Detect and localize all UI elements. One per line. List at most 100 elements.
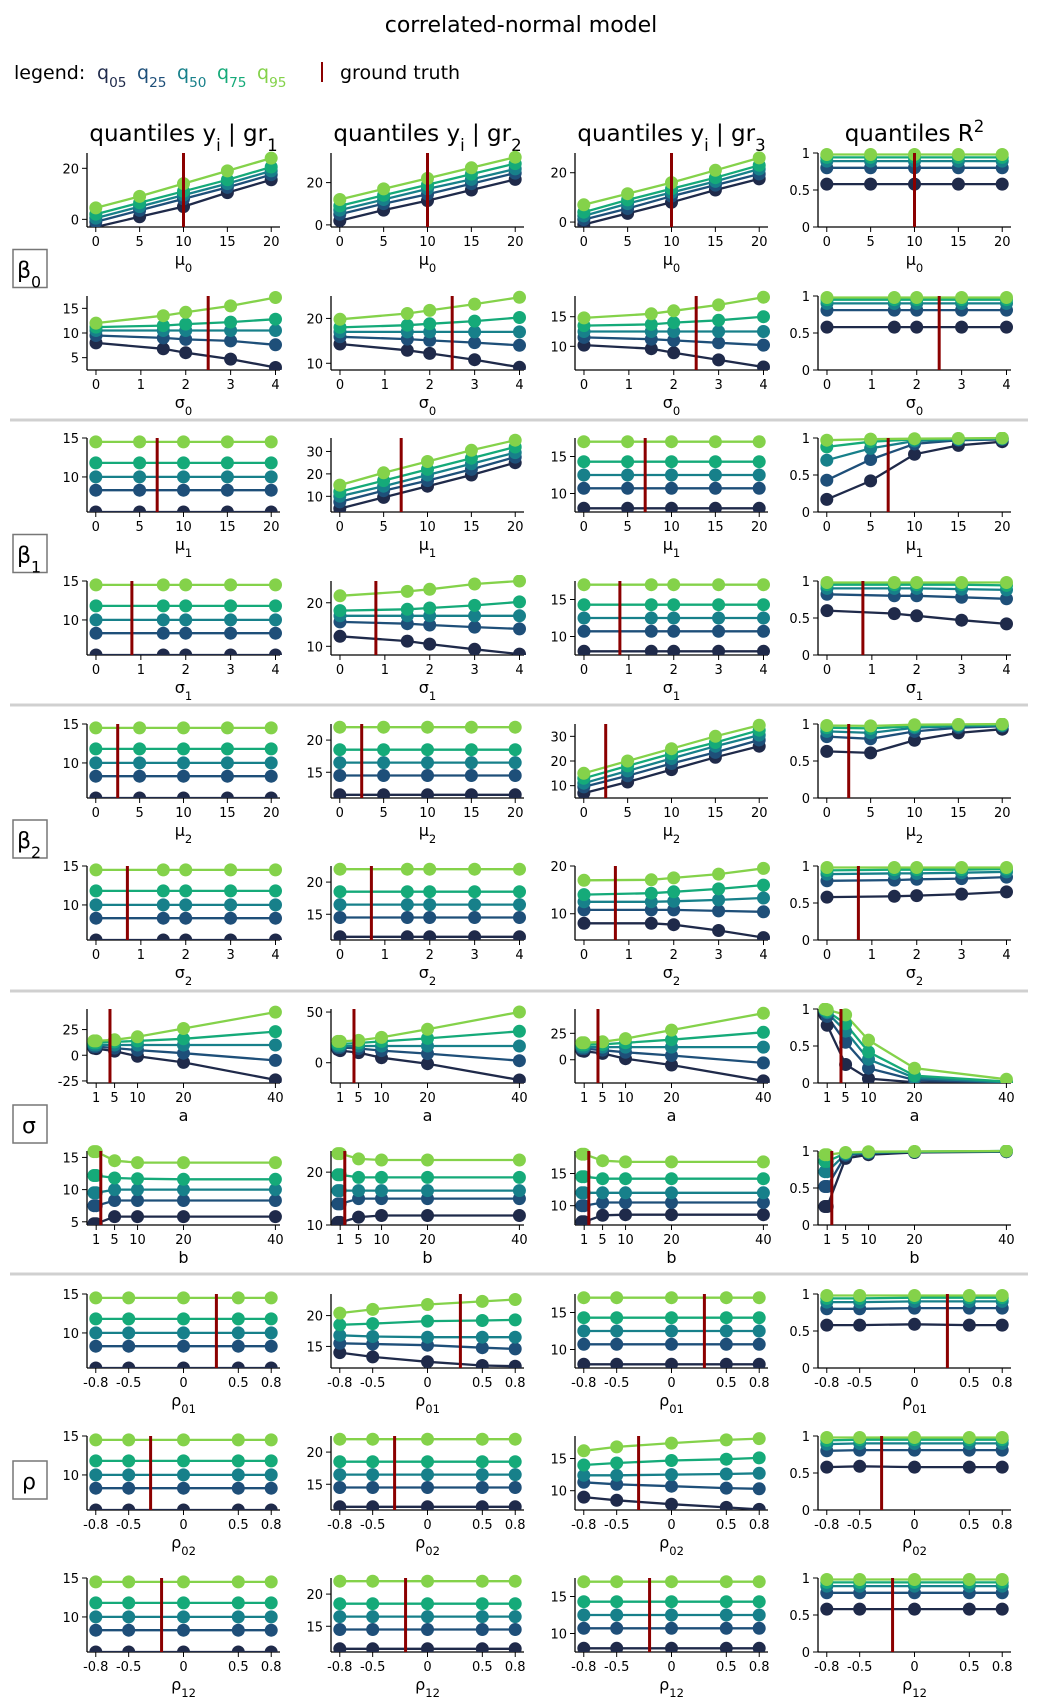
x-axis-label-part: 1: [185, 546, 192, 560]
data-point: [644, 916, 658, 930]
plot-area: [87, 1145, 282, 1225]
data-point: [89, 505, 103, 512]
data-point: [752, 1608, 766, 1622]
data-point: [400, 318, 414, 332]
data-point: [89, 898, 103, 912]
x-tick-label: 4: [515, 378, 523, 393]
data-point: [665, 1357, 678, 1368]
data-point: [820, 744, 834, 758]
data-point: [421, 1153, 434, 1167]
data-point: [820, 890, 834, 904]
x-tick-label: 40: [998, 1091, 1015, 1106]
data-point: [577, 888, 591, 902]
x-axis-label-part: 02: [669, 1544, 684, 1558]
data-point: [375, 1209, 388, 1222]
x-axis-label-part: 0: [673, 404, 680, 418]
data-point: [224, 315, 238, 329]
plot-area: [87, 1005, 282, 1083]
subplot-r5-c3: 0 1 2 3 4 0 0.5 1 σ2: [789, 860, 1013, 988]
x-tick-label: -0.8: [814, 1660, 839, 1675]
data-point: [177, 1172, 190, 1186]
data-point: [421, 769, 434, 782]
data-point: [508, 1330, 522, 1344]
data-point: [177, 1032, 190, 1046]
data-point: [156, 933, 170, 940]
x-tick-label: 10: [419, 520, 436, 535]
data-point: [423, 346, 437, 360]
x-tick-label: 1: [625, 948, 633, 963]
data-point: [951, 148, 965, 161]
data-point: [955, 576, 969, 589]
data-point: [619, 1186, 632, 1200]
data-point: [757, 624, 770, 638]
x-tick-label: -0.8: [814, 1518, 839, 1533]
x-axis-label: b: [178, 1248, 188, 1267]
data-point: [756, 1208, 770, 1222]
x-axis-label-part: a: [423, 1106, 433, 1125]
y-tick-label: 15: [550, 1307, 567, 1322]
x-tick-label: 0: [823, 806, 831, 821]
x-axis-label: ρ12: [659, 1675, 684, 1700]
data-point: [264, 742, 278, 756]
data-point: [962, 1602, 976, 1616]
x-tick-label: 1: [381, 663, 389, 678]
data-point: [177, 1055, 190, 1069]
x-tick-label: 0.5: [716, 1376, 737, 1391]
data-point: [864, 148, 878, 161]
x-tick-label: 10: [663, 235, 680, 250]
data-point: [421, 1314, 434, 1328]
data-point: [177, 483, 190, 497]
data-point: [644, 886, 658, 900]
data-point: [577, 198, 591, 212]
data-point: [1000, 576, 1013, 589]
y-tick-label: 15: [550, 1453, 567, 1468]
data-point: [177, 1326, 190, 1340]
plot-area: [820, 432, 1009, 506]
data-point: [269, 911, 282, 925]
data-point: [177, 1623, 190, 1637]
y-tick-label: 10: [550, 1485, 567, 1500]
x-tick-label: 0: [823, 520, 831, 535]
data-point: [577, 1357, 591, 1368]
x-tick-label: 0.8: [261, 1518, 282, 1533]
y-tick-label: 0.5: [789, 1609, 810, 1624]
y-tick-label: 20: [550, 167, 567, 182]
data-point: [421, 1597, 434, 1611]
x-axis-label-part: 12: [669, 1686, 684, 1700]
x-tick-label: 0.5: [472, 1660, 493, 1675]
x-axis-label-part: 1: [673, 689, 680, 703]
x-axis-label-part: μ: [419, 821, 429, 840]
data-point: [89, 626, 103, 640]
data-point: [264, 791, 278, 798]
data-point: [224, 299, 238, 313]
data-point: [752, 1337, 766, 1351]
data-point: [177, 1291, 190, 1305]
series-line-q05: [824, 1150, 1007, 1208]
subplot-r4-c3: 0 5 10 15 20 0 0.5 1 μ2: [789, 718, 1011, 846]
data-point: [268, 1183, 282, 1197]
x-tick-label: 0: [580, 806, 588, 821]
x-tick-label: 0.8: [992, 1376, 1013, 1391]
data-point: [108, 1194, 122, 1207]
data-point: [719, 1481, 733, 1495]
data-point: [156, 648, 170, 655]
data-point: [610, 1291, 624, 1305]
x-axis-label-part: 1: [916, 689, 923, 703]
data-point: [421, 1170, 434, 1184]
data-point: [908, 1460, 921, 1474]
x-tick-label: -0.8: [571, 1660, 596, 1675]
data-point: [621, 455, 635, 469]
x-tick-label: 20: [419, 1233, 436, 1248]
data-point: [421, 756, 434, 770]
data-point: [366, 1642, 380, 1652]
data-point: [177, 1210, 190, 1224]
data-point: [264, 1645, 278, 1652]
legend-item-25-part: q: [137, 62, 149, 84]
data-point: [421, 1057, 434, 1071]
data-point: [512, 1184, 526, 1198]
data-point: [89, 1503, 103, 1510]
plot-area: [331, 1147, 526, 1225]
y-tick-label: 10: [306, 640, 323, 655]
